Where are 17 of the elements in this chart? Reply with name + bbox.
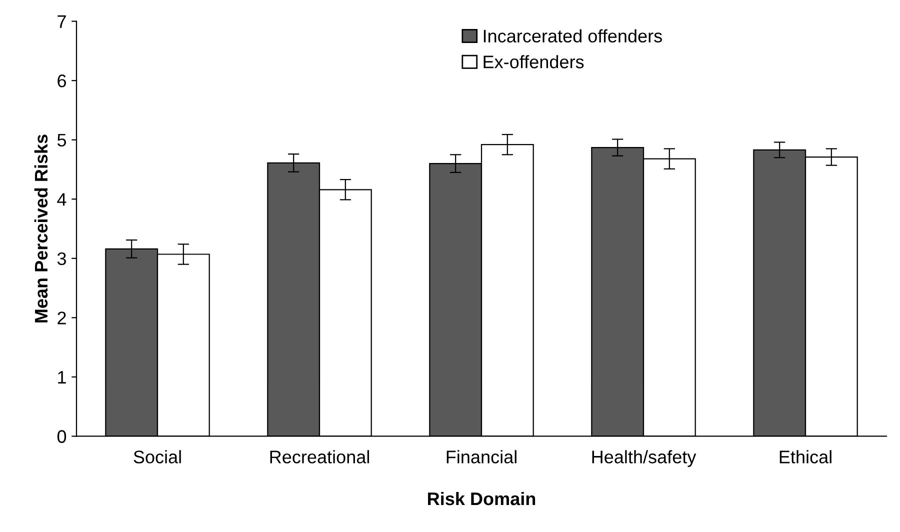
y-tick-label: 7 — [58, 15, 66, 28]
y-tick-label: 5 — [57, 134, 66, 147]
x-tick-label: Recreational — [270, 450, 369, 464]
x-tick-label: Health/safety — [592, 450, 696, 467]
x-tick-label: Social — [134, 450, 181, 464]
y-axis-title: Mean Perceived Risks — [34, 134, 48, 322]
x-tick-label: Ethical — [780, 450, 832, 464]
y-tick-label: 3 — [57, 252, 66, 266]
x-axis-title: Risk Domain — [428, 492, 536, 506]
y-tick-label: 4 — [57, 193, 66, 206]
y-tick-label: 1 — [58, 371, 66, 384]
x-tick-label: Financial — [446, 450, 516, 464]
y-tick-label: 2 — [58, 312, 66, 324]
y-tick-label: 0 — [57, 430, 66, 443]
legend-label: Incarcerated offenders — [484, 29, 662, 42]
y-tick-label: 6 — [58, 74, 66, 88]
legend-label: Ex-offenders — [484, 55, 584, 68]
